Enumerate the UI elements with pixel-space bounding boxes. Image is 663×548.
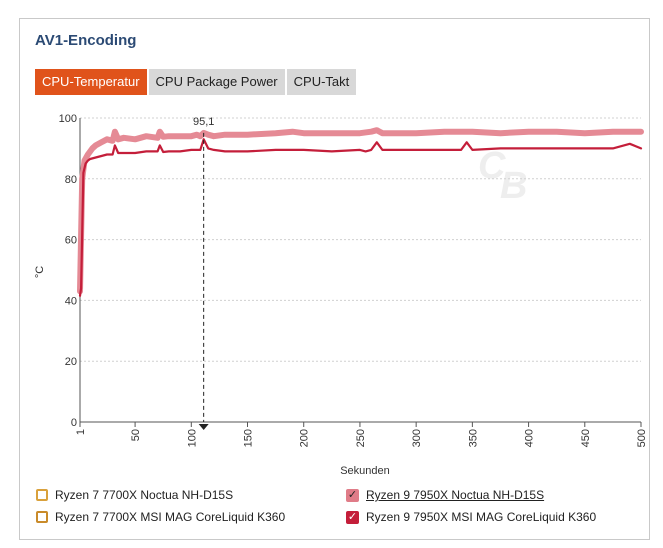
- svg-text:C: C: [478, 145, 506, 187]
- y-tick-label: 80: [65, 174, 77, 186]
- tab-cpu-package-power[interactable]: CPU Package Power: [148, 69, 285, 95]
- marker-arrow-icon: [198, 424, 209, 430]
- chart-panel: AV1-Encoding CPU-Temperatur CPU Package …: [19, 18, 650, 540]
- checkmark-icon[interactable]: ✓: [346, 510, 359, 524]
- legend-label: Ryzen 7 7700X MSI MAG CoreLiquid K360: [55, 510, 286, 524]
- y-tick-label: 0: [71, 417, 77, 429]
- marker-value-label: 95,1: [193, 116, 214, 128]
- grid-lines: [79, 117, 641, 423]
- checkmark-icon[interactable]: ✓: [346, 488, 359, 502]
- x-tick-label: 400: [524, 429, 536, 447]
- svg-text:B: B: [500, 165, 527, 207]
- y-axis: 0 20 40 60 80 100: [59, 113, 77, 429]
- legend-label: Ryzen 9 7950X Noctua NH-D15S: [366, 488, 545, 502]
- y-tick-label: 20: [65, 356, 77, 368]
- metric-tabs: CPU-Temperatur CPU Package Power CPU-Tak…: [35, 69, 357, 95]
- legend-item-7950x-noctua[interactable]: ✓ Ryzen 9 7950X Noctua NH-D15S: [346, 488, 544, 502]
- series-line-7950x-noctua: [77, 127, 644, 295]
- legend-item-7700x-noctua[interactable]: Ryzen 7 7700X Noctua NH-D15S: [36, 488, 233, 502]
- y-axis-label: °C: [34, 266, 46, 278]
- y-tick-label: 60: [65, 235, 77, 247]
- chart-title: AV1-Encoding: [35, 32, 137, 49]
- tab-cpu-takt[interactable]: CPU-Takt: [286, 69, 357, 95]
- x-axis-label: Sekunden: [340, 465, 390, 477]
- checkbox-icon[interactable]: [36, 489, 48, 501]
- legend-label: Ryzen 7 7700X Noctua NH-D15S: [55, 488, 234, 502]
- x-axis: 1 50 100 150 200 250 300 350 400 450 500: [75, 422, 648, 447]
- x-tick-label: 250: [355, 429, 367, 447]
- x-tick-label: 200: [299, 429, 311, 447]
- legend-item-7700x-msi[interactable]: Ryzen 7 7700X MSI MAG CoreLiquid K360: [36, 510, 285, 524]
- tab-cpu-temperatur[interactable]: CPU-Temperatur: [35, 69, 147, 95]
- series-lines: [77, 127, 644, 297]
- x-tick-label: 50: [130, 429, 142, 441]
- x-tick-label: 1: [75, 429, 87, 435]
- x-tick-label: 300: [411, 429, 423, 447]
- x-tick-label: 500: [636, 429, 648, 447]
- y-tick-label: 40: [65, 295, 77, 307]
- x-tick-label: 350: [467, 429, 479, 447]
- checkbox-icon[interactable]: [36, 511, 48, 523]
- legend-label: Ryzen 9 7950X MSI MAG CoreLiquid K360: [366, 510, 597, 524]
- x-tick-label: 100: [186, 429, 198, 447]
- y-tick-label: 100: [59, 113, 77, 125]
- legend-item-7950x-msi[interactable]: ✓ Ryzen 9 7950X MSI MAG CoreLiquid K360: [346, 510, 596, 524]
- x-tick-label: 150: [243, 429, 255, 447]
- crosshair-marker: 95,1: [193, 116, 214, 430]
- series-line-7950x-msi: [78, 138, 643, 297]
- x-tick-label: 450: [580, 429, 592, 447]
- watermark-logo: C B: [478, 145, 527, 207]
